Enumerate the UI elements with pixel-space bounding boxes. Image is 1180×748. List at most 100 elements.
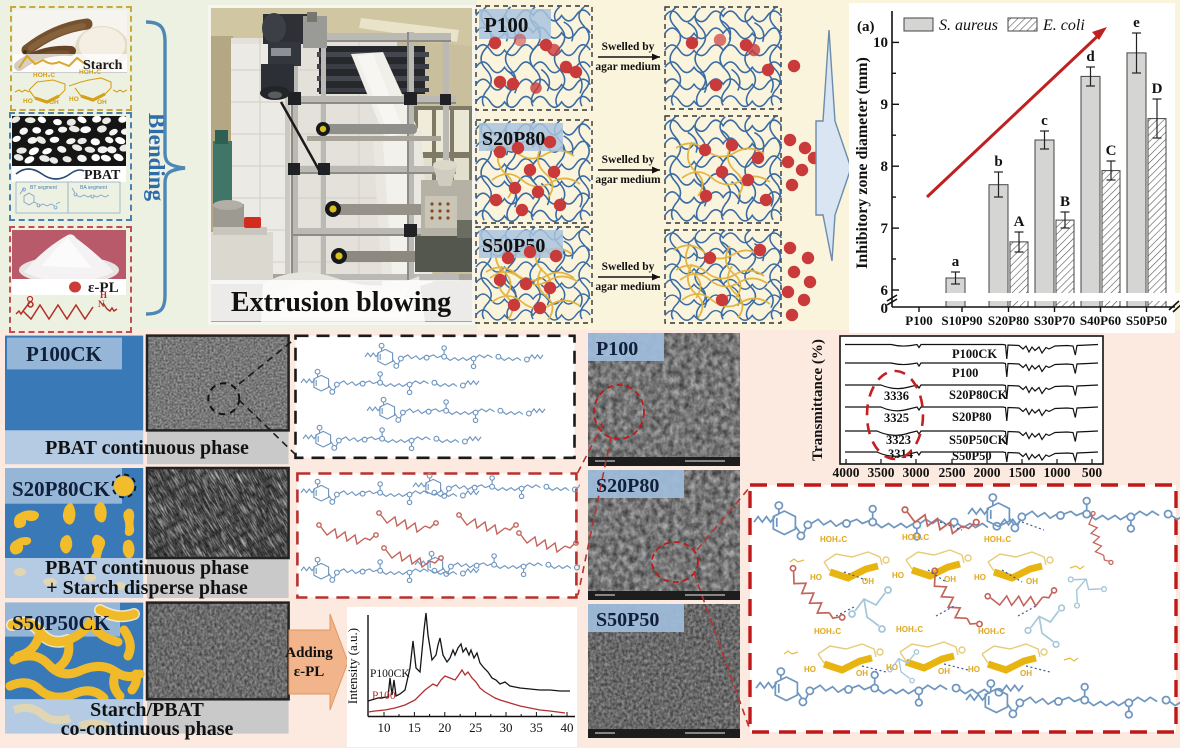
svg-text:Starch: Starch: [83, 58, 123, 73]
svg-text:S20P80CK: S20P80CK: [949, 388, 1008, 402]
svg-text:ε-PL: ε-PL: [88, 280, 119, 296]
svg-text:8: 8: [881, 159, 889, 175]
svg-text:Swelled by: Swelled by: [602, 154, 655, 166]
svg-text:OH: OH: [1020, 669, 1032, 678]
svg-text:1000: 1000: [1044, 465, 1071, 480]
svg-text:HOH₂C: HOH₂C: [33, 72, 55, 79]
svg-text:40: 40: [561, 720, 574, 735]
svg-text:P100: P100: [905, 313, 932, 328]
svg-text:HO: HO: [804, 665, 816, 674]
svg-text:c: c: [1041, 113, 1048, 129]
svg-text:OH: OH: [49, 99, 59, 104]
svg-text:0: 0: [881, 301, 889, 317]
svg-text:HOH₂C: HOH₂C: [820, 535, 847, 544]
svg-text:OH: OH: [938, 667, 950, 676]
svg-text:HO: HO: [968, 665, 980, 674]
svg-text:P100CK: P100CK: [26, 342, 102, 366]
svg-text:2000: 2000: [974, 465, 1001, 480]
svg-text:Transmittance (%): Transmittance (%): [810, 339, 826, 461]
svg-text:HO: HO: [23, 98, 33, 104]
svg-text:15: 15: [408, 720, 421, 735]
svg-text:HOH₂C: HOH₂C: [79, 69, 101, 76]
svg-text:Swelled by: Swelled by: [602, 261, 655, 273]
svg-text:HOH₂C: HOH₂C: [978, 627, 1005, 636]
svg-text:+ Starch disperse phase: + Starch disperse phase: [46, 577, 248, 599]
svg-text:agar medium: agar medium: [595, 61, 661, 73]
svg-text:agar medium: agar medium: [595, 174, 661, 186]
svg-text:9: 9: [881, 97, 889, 113]
svg-text:OH: OH: [1026, 577, 1038, 586]
svg-text:d: d: [1086, 49, 1095, 65]
svg-text:HO: HO: [810, 573, 822, 582]
svg-text:HOH₂C: HOH₂C: [814, 627, 841, 636]
svg-text:OH: OH: [856, 669, 868, 678]
svg-text:Adding: Adding: [285, 645, 333, 661]
svg-text:co-continuous phase: co-continuous phase: [61, 718, 234, 740]
svg-text:Intensity (a.u.): Intensity (a.u.): [345, 628, 360, 704]
svg-text:S30P70: S30P70: [1034, 313, 1075, 328]
svg-text:HO: HO: [69, 96, 79, 103]
svg-text:500: 500: [1082, 465, 1103, 480]
svg-text:P100: P100: [596, 338, 638, 360]
svg-text:S20P80: S20P80: [596, 475, 659, 497]
svg-text:N: N: [98, 299, 105, 309]
svg-text:HO: HO: [886, 663, 898, 672]
svg-text:BA segment: BA segment: [80, 185, 108, 191]
svg-text:3323: 3323: [886, 433, 911, 447]
svg-text:(a): (a): [857, 19, 875, 35]
svg-text:S20P80: S20P80: [988, 313, 1029, 328]
svg-text:S50P50CK: S50P50CK: [949, 433, 1008, 447]
svg-text:3000: 3000: [903, 465, 930, 480]
svg-text:3500: 3500: [868, 465, 895, 480]
svg-text:Starch/PBAT: Starch/PBAT: [90, 699, 204, 721]
svg-text:P100CK: P100CK: [370, 668, 410, 680]
svg-text:HO: HO: [974, 573, 986, 582]
svg-text:E. coli: E. coli: [1042, 17, 1085, 34]
svg-text:S50P50CK: S50P50CK: [12, 611, 111, 635]
svg-text:2500: 2500: [939, 465, 966, 480]
svg-text:4000: 4000: [833, 465, 860, 480]
svg-text:S50P50: S50P50: [596, 609, 659, 631]
svg-text:A: A: [1014, 214, 1025, 230]
svg-text:S20P80: S20P80: [952, 410, 992, 424]
svg-text:S10P90: S10P90: [941, 313, 982, 328]
svg-text:H: H: [100, 290, 107, 300]
svg-text:C: C: [1106, 143, 1117, 159]
svg-text:a: a: [952, 254, 960, 270]
svg-text:HOH₂C: HOH₂C: [984, 535, 1011, 544]
svg-text:agar medium: agar medium: [595, 281, 661, 293]
svg-text:OH: OH: [97, 99, 107, 104]
svg-text:3314: 3314: [888, 447, 914, 461]
svg-text:e: e: [1133, 15, 1140, 31]
svg-text:20: 20: [438, 720, 451, 735]
svg-text:3325: 3325: [884, 411, 909, 425]
svg-text:HO: HO: [892, 571, 904, 580]
svg-text:P100: P100: [484, 13, 528, 37]
svg-text:35: 35: [530, 720, 543, 735]
svg-text:PBAT continuous phase: PBAT continuous phase: [45, 437, 249, 459]
svg-text:ε-PL: ε-PL: [294, 664, 325, 680]
svg-text:Inhibitory zone diameter (mm): Inhibitory zone diameter (mm): [854, 57, 871, 269]
svg-text:S50P50: S50P50: [1126, 313, 1167, 328]
svg-text:6: 6: [881, 283, 889, 299]
svg-text:10: 10: [873, 35, 888, 51]
svg-text:S. aureus: S. aureus: [939, 17, 998, 34]
svg-text:30: 30: [500, 720, 513, 735]
svg-text:B: B: [1060, 194, 1070, 210]
svg-text:10: 10: [378, 720, 391, 735]
svg-text:OH: OH: [944, 575, 956, 584]
svg-text:25: 25: [469, 720, 482, 735]
svg-text:S40P60: S40P60: [1080, 313, 1121, 328]
svg-text:S20P80: S20P80: [482, 128, 545, 150]
svg-text:P100: P100: [372, 690, 396, 702]
svg-text:Swelled by: Swelled by: [602, 41, 655, 53]
svg-text:PBAT continuous phase: PBAT continuous phase: [45, 557, 249, 579]
svg-text:BT segment: BT segment: [30, 185, 57, 191]
svg-text:PBAT: PBAT: [84, 168, 121, 183]
svg-text:b: b: [994, 154, 1002, 170]
svg-text:HOH₂C: HOH₂C: [902, 533, 929, 542]
svg-text:P100CK: P100CK: [952, 347, 997, 361]
svg-text:3336: 3336: [884, 389, 909, 403]
svg-text:Extrusion blowing: Extrusion blowing: [231, 287, 451, 318]
svg-text:1500: 1500: [1009, 465, 1036, 480]
